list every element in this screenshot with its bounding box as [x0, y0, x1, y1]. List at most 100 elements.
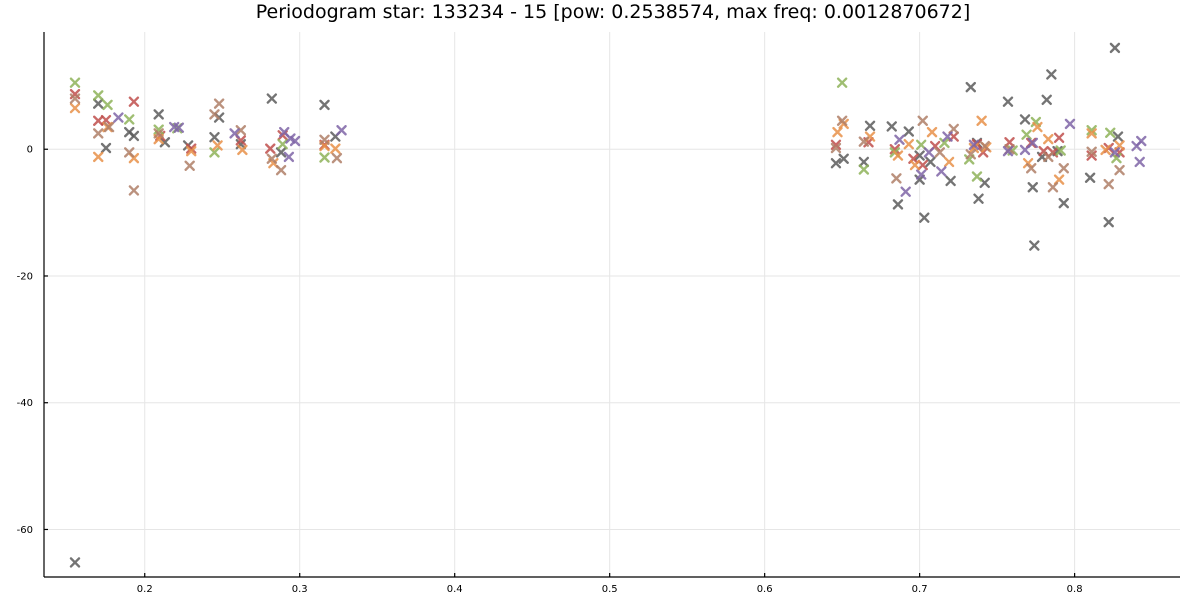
- data-point: [919, 212, 930, 223]
- data-point: [836, 115, 848, 126]
- data-point: [275, 147, 287, 158]
- data-point: [968, 142, 980, 154]
- tick-labels: 0.2 0.3 0.4 0.5 0.6 0.7 0.8 -60 -40 -20 0: [17, 145, 1083, 595]
- y-tick-label: -60: [17, 525, 33, 536]
- data-point: [93, 98, 104, 109]
- data-point: [942, 131, 953, 142]
- series-2: [69, 77, 1122, 182]
- data-point: [1100, 144, 1111, 156]
- data-point: [153, 128, 164, 139]
- data-point: [93, 151, 104, 163]
- data-point: [1041, 94, 1052, 106]
- data-point: [1058, 163, 1069, 174]
- data-point: [923, 147, 935, 158]
- data-point: [1086, 125, 1097, 136]
- data-point: [124, 114, 135, 125]
- data-point: [915, 169, 927, 180]
- axes: [43, 32, 1180, 578]
- data-point: [943, 156, 955, 168]
- data-point: [1046, 69, 1057, 80]
- data-point: [186, 145, 197, 157]
- x-tick-label: 0.8: [1067, 584, 1083, 595]
- data-point: [1134, 156, 1145, 168]
- data-point: [1109, 42, 1121, 54]
- data-point: [128, 130, 140, 142]
- chart-title: Periodogram star: 133234 - 15 [pow: 0.25…: [256, 1, 971, 23]
- data-point: [1002, 96, 1014, 107]
- data-point: [319, 152, 330, 163]
- data-point: [832, 126, 843, 138]
- data-point: [1053, 132, 1065, 144]
- data-point: [889, 144, 901, 155]
- data-point: [1027, 182, 1038, 193]
- data-point: [939, 137, 950, 149]
- data-point: [903, 138, 914, 150]
- y-tick-label: 0: [27, 145, 33, 156]
- y-tick-label: -40: [17, 398, 33, 409]
- data-point: [69, 557, 81, 568]
- data-point: [1043, 133, 1054, 145]
- data-point: [1043, 151, 1054, 163]
- data-point: [213, 98, 225, 109]
- data-point: [1029, 240, 1040, 251]
- data-point: [1022, 157, 1034, 169]
- data-point: [1027, 137, 1038, 149]
- data-point: [976, 115, 987, 126]
- data-point: [153, 109, 164, 120]
- data-point: [277, 138, 288, 150]
- data-point: [1103, 216, 1114, 228]
- data-point: [336, 125, 347, 136]
- data-point: [968, 139, 980, 151]
- data-point: [971, 171, 983, 182]
- data-point: [128, 96, 140, 107]
- data-point: [965, 81, 976, 93]
- data-point: [858, 136, 870, 147]
- data-points: [69, 42, 1147, 568]
- x-tick-label: 0.7: [912, 584, 928, 595]
- data-point: [69, 102, 81, 114]
- data-point: [979, 140, 990, 152]
- data-point: [1058, 197, 1069, 209]
- data-point: [285, 133, 296, 144]
- data-point: [925, 156, 936, 168]
- data-point: [235, 125, 247, 136]
- y-tick-label: -20: [17, 271, 33, 282]
- data-point: [93, 128, 104, 139]
- data-point: [1105, 127, 1116, 138]
- data-point: [1032, 121, 1043, 133]
- series-1: [69, 88, 1125, 171]
- data-point: [903, 126, 914, 137]
- x-tick-label: 0.5: [602, 584, 618, 595]
- data-point: [973, 193, 984, 204]
- series-3: [69, 102, 1125, 185]
- x-tick-label: 0.6: [757, 584, 773, 595]
- data-point: [1019, 114, 1031, 125]
- data-point: [69, 77, 81, 88]
- x-tick-label: 0.3: [292, 584, 308, 595]
- data-point: [830, 157, 842, 169]
- data-point: [926, 126, 938, 138]
- data-point: [128, 185, 140, 196]
- data-point: [266, 153, 278, 164]
- data-point: [1103, 178, 1114, 190]
- data-point: [838, 153, 849, 164]
- data-point: [186, 143, 197, 154]
- data-point: [945, 175, 956, 187]
- data-point: [915, 139, 927, 151]
- data-point: [830, 139, 842, 151]
- data-point: [894, 134, 905, 145]
- data-point: [209, 131, 220, 143]
- data-point: [1002, 145, 1014, 157]
- data-point: [891, 173, 902, 184]
- data-point: [1114, 164, 1125, 176]
- data-point: [858, 164, 870, 175]
- data-point: [237, 144, 248, 156]
- x-tick-label: 0.4: [447, 584, 463, 595]
- x-tick-label: 0.2: [137, 584, 153, 595]
- data-point: [934, 147, 945, 158]
- data-point: [1114, 140, 1125, 151]
- data-point: [103, 121, 115, 133]
- data-point: [864, 120, 876, 131]
